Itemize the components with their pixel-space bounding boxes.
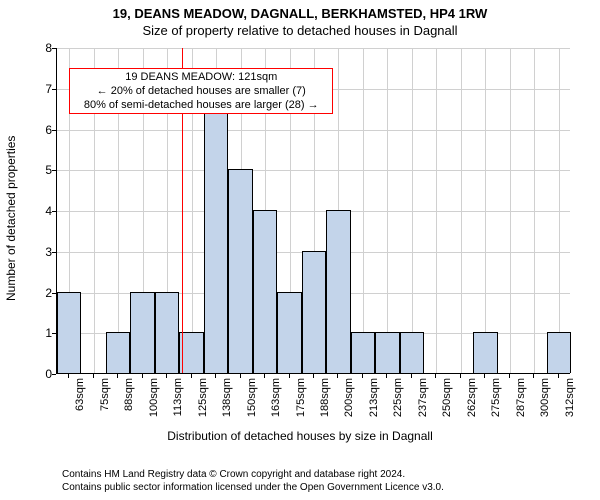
- x-tick-mark: [142, 374, 143, 378]
- histogram-bar: [179, 332, 203, 373]
- attribution-text: Contains HM Land Registry data © Crown c…: [62, 468, 444, 494]
- y-tick-mark: [52, 252, 56, 253]
- plot-area: 19 DEANS MEADOW: 121sqm← 20% of detached…: [56, 48, 570, 374]
- x-tick-mark: [215, 374, 216, 378]
- x-tick-mark: [411, 374, 412, 378]
- y-tick-mark: [52, 130, 56, 131]
- x-tick-label: 225sqm: [392, 378, 404, 424]
- y-tick-label: 0: [8, 368, 52, 380]
- x-tick-mark: [68, 374, 69, 378]
- x-tick-label: 150sqm: [246, 378, 258, 424]
- x-tick-label: 200sqm: [343, 378, 355, 424]
- histogram-bar: [204, 88, 228, 373]
- x-tick-mark: [533, 374, 534, 378]
- x-tick-mark: [362, 374, 363, 378]
- page-title-address: 19, DEANS MEADOW, DAGNALL, BERKHAMSTED, …: [0, 0, 600, 21]
- x-tick-label: 237sqm: [417, 378, 429, 424]
- histogram-bar: [547, 332, 571, 373]
- x-axis-label: Distribution of detached houses by size …: [0, 429, 600, 443]
- x-tick-label: 250sqm: [441, 378, 453, 424]
- y-tick-label: 6: [8, 124, 52, 136]
- x-tick-mark: [558, 374, 559, 378]
- histogram-bar: [130, 292, 154, 374]
- x-tick-label: 125sqm: [197, 378, 209, 424]
- gridline-v: [412, 48, 413, 373]
- y-tick-label: 1: [8, 327, 52, 339]
- x-tick-mark: [435, 374, 436, 378]
- y-tick-label: 2: [8, 287, 52, 299]
- x-tick-label: 300sqm: [539, 378, 551, 424]
- x-tick-mark: [509, 374, 510, 378]
- x-tick-mark: [460, 374, 461, 378]
- histogram-bar: [302, 251, 326, 373]
- histogram-bar: [326, 210, 350, 373]
- y-tick-label: 3: [8, 246, 52, 258]
- x-tick-mark: [313, 374, 314, 378]
- x-tick-label: 312sqm: [564, 378, 576, 424]
- histogram-bar: [375, 332, 399, 373]
- x-tick-mark: [117, 374, 118, 378]
- x-tick-label: 88sqm: [123, 378, 135, 424]
- gridline-v: [485, 48, 486, 373]
- y-tick-label: 7: [8, 83, 52, 95]
- gridline-v: [387, 48, 388, 373]
- x-tick-mark: [240, 374, 241, 378]
- histogram-bar: [473, 332, 497, 373]
- x-tick-label: 75sqm: [99, 378, 111, 424]
- annotation-line: 19 DEANS MEADOW: 121sqm: [74, 70, 328, 84]
- y-tick-mark: [52, 48, 56, 49]
- x-tick-mark: [264, 374, 265, 378]
- y-tick-mark: [52, 333, 56, 334]
- x-tick-label: 213sqm: [368, 378, 380, 424]
- gridline-v: [461, 48, 462, 373]
- gridline-v: [510, 48, 511, 373]
- gridline-v: [559, 48, 560, 373]
- x-tick-mark: [191, 374, 192, 378]
- histogram-bar: [155, 292, 179, 374]
- x-tick-label: 100sqm: [148, 378, 160, 424]
- annotation-line: 80% of semi-detached houses are larger (…: [74, 98, 328, 112]
- x-tick-label: 188sqm: [319, 378, 331, 424]
- page-title-subtitle: Size of property relative to detached ho…: [0, 21, 600, 38]
- x-tick-label: 138sqm: [221, 378, 233, 424]
- attribution-line-2: Contains public sector information licen…: [62, 481, 444, 494]
- x-tick-label: 287sqm: [515, 378, 527, 424]
- histogram-bar: [351, 332, 375, 373]
- x-tick-mark: [484, 374, 485, 378]
- x-tick-label: 262sqm: [466, 378, 478, 424]
- histogram-bar: [253, 210, 277, 373]
- x-tick-label: 163sqm: [270, 378, 282, 424]
- x-tick-label: 175sqm: [295, 378, 307, 424]
- histogram-bar: [400, 332, 424, 373]
- y-axis-label: Number of detached properties: [4, 136, 18, 301]
- y-tick-mark: [52, 293, 56, 294]
- annotation-box: 19 DEANS MEADOW: 121sqm← 20% of detached…: [69, 68, 333, 114]
- x-tick-label: 113sqm: [172, 378, 184, 424]
- y-tick-mark: [52, 170, 56, 171]
- gridline-v: [436, 48, 437, 373]
- x-tick-mark: [289, 374, 290, 378]
- gridline-v: [534, 48, 535, 373]
- y-tick-mark: [52, 374, 56, 375]
- y-tick-mark: [52, 211, 56, 212]
- histogram-bar: [106, 332, 130, 373]
- x-tick-mark: [386, 374, 387, 378]
- histogram-bar: [57, 292, 81, 374]
- x-tick-mark: [337, 374, 338, 378]
- histogram-chart: 19 DEANS MEADOW: 121sqm← 20% of detached…: [0, 38, 600, 438]
- x-tick-mark: [93, 374, 94, 378]
- x-tick-label: 63sqm: [74, 378, 86, 424]
- y-tick-label: 5: [8, 164, 52, 176]
- x-tick-label: 275sqm: [490, 378, 502, 424]
- attribution-line-1: Contains HM Land Registry data © Crown c…: [62, 468, 444, 481]
- y-tick-mark: [52, 89, 56, 90]
- x-tick-mark: [166, 374, 167, 378]
- histogram-bar: [277, 292, 301, 374]
- histogram-bar: [228, 169, 252, 373]
- y-tick-label: 4: [8, 205, 52, 217]
- annotation-line: ← 20% of detached houses are smaller (7): [74, 84, 328, 98]
- gridline-v: [363, 48, 364, 373]
- y-tick-label: 8: [8, 42, 52, 54]
